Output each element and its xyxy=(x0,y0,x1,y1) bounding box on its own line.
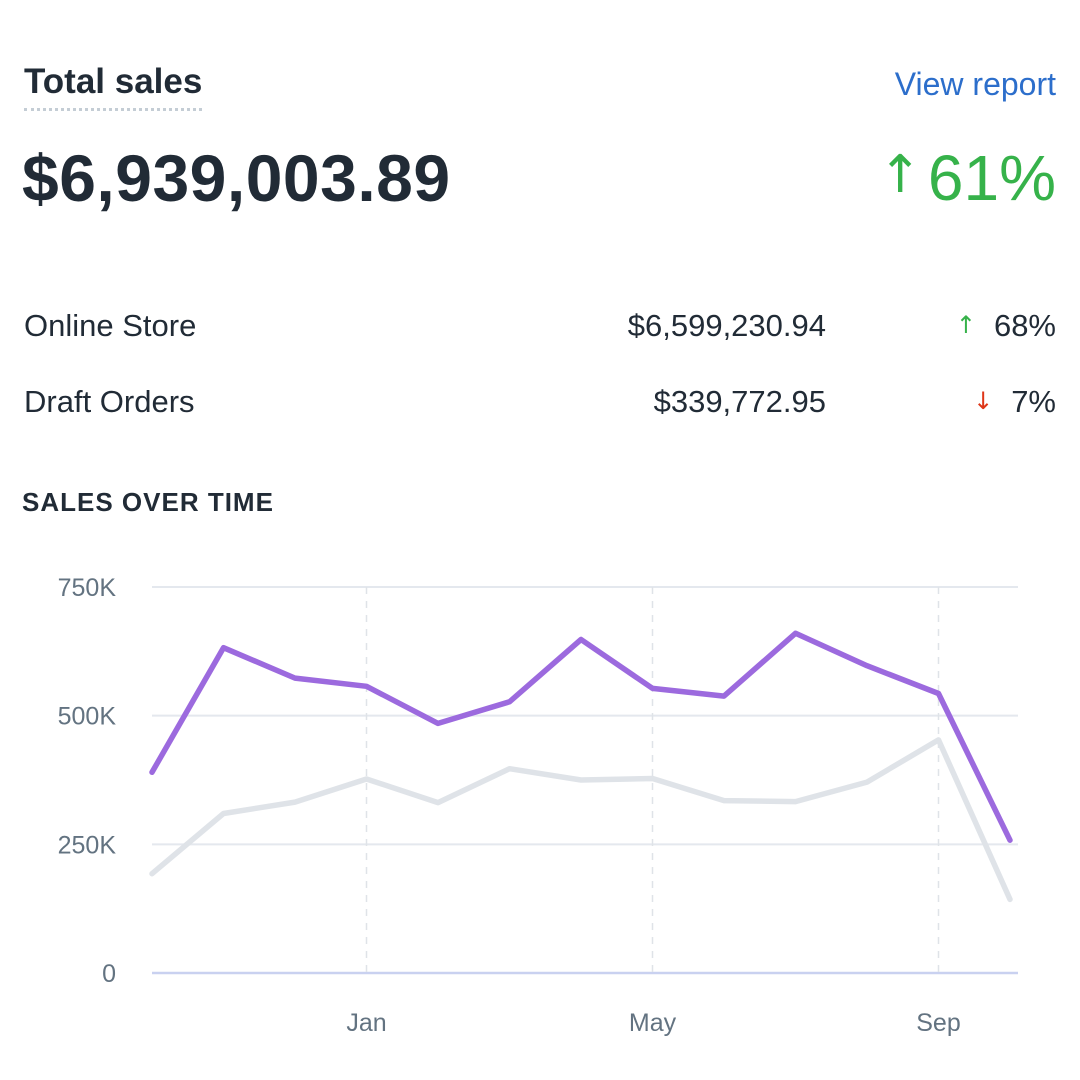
card-title[interactable]: Total sales xyxy=(24,62,203,111)
view-report-link[interactable]: View report xyxy=(894,66,1056,102)
breakdown-amount: $6,599,230.94 xyxy=(627,308,826,343)
y-tick-label: 500K xyxy=(58,703,117,731)
total-change-value: 61% xyxy=(927,142,1056,214)
series-line-previous xyxy=(149,737,1013,903)
total-sales-change: ↑ 61% xyxy=(878,138,1056,218)
breakdown-change: ↓ 7% xyxy=(973,380,1056,426)
x-tick-label: May xyxy=(629,1009,677,1037)
y-tick-label: 750K xyxy=(58,574,117,602)
arrow-down-icon: ↓ xyxy=(973,387,994,415)
y-tick-label: 250K xyxy=(58,831,117,859)
breakdown-row-draft-orders: Draft Orders $339,772.95 ↓ 7% xyxy=(24,380,1056,424)
breakdown-label: Online Store xyxy=(24,308,197,343)
breakdown-label: Draft Orders xyxy=(24,384,195,419)
breakdown-change-value: 68% xyxy=(993,308,1056,343)
breakdown-row-online-store: Online Store $6,599,230.94 ↑ 68% xyxy=(24,304,1056,348)
breakdown-amount: $339,772.95 xyxy=(653,384,826,419)
section-title: SALES OVER TIME xyxy=(22,487,274,517)
breakdown-change: ↑ 68% xyxy=(956,304,1056,350)
x-tick-label: Jan xyxy=(346,1009,386,1037)
sales-over-time-chart: 0 250K 500K 750K Jan May Sep xyxy=(58,574,1018,1037)
series-line-current xyxy=(149,630,1013,843)
arrow-up-icon: ↑ xyxy=(878,145,922,205)
breakdown-change-value: 7% xyxy=(1011,384,1056,419)
arrow-up-icon: ↑ xyxy=(955,311,976,339)
total-sales-value: $6,939,003.89 xyxy=(22,141,451,215)
x-tick-label: Sep xyxy=(916,1009,960,1037)
y-tick-label: 0 xyxy=(102,960,116,988)
